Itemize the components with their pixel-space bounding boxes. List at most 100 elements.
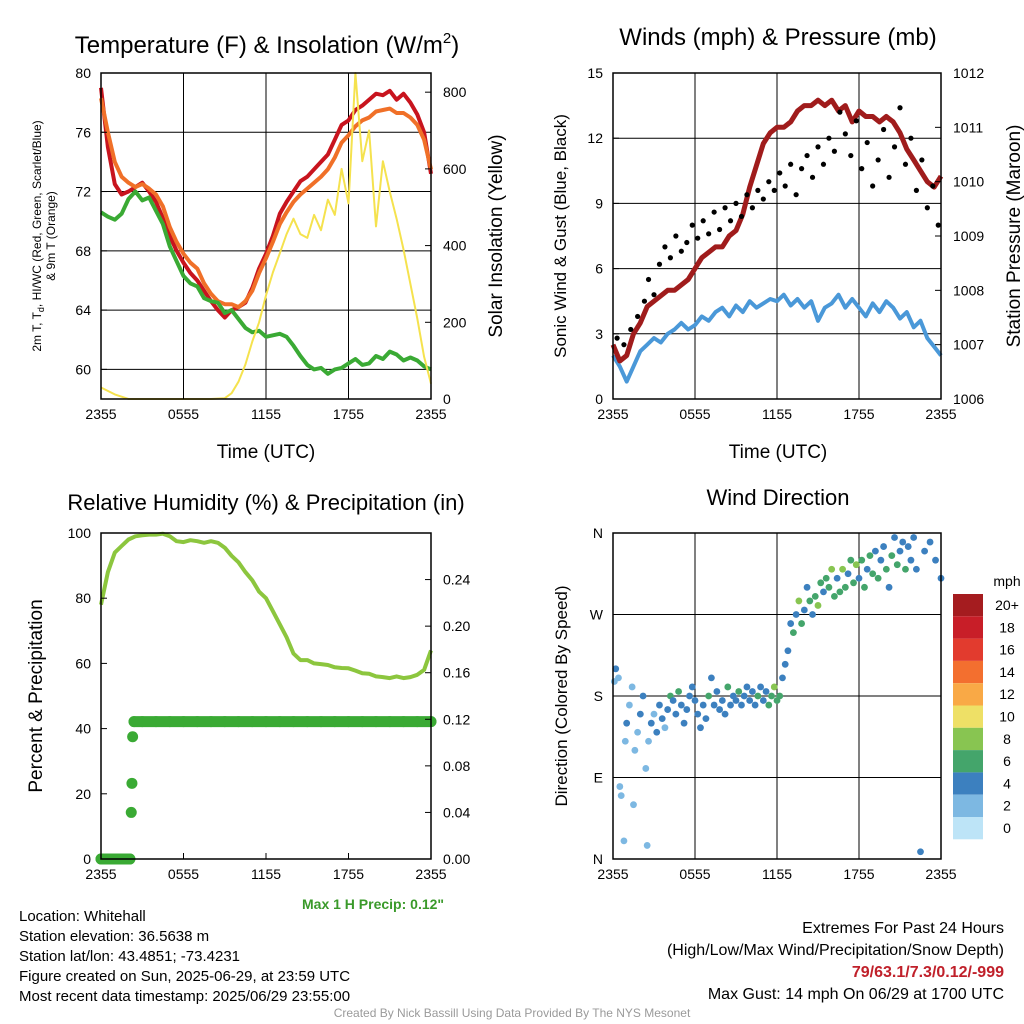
humidity-ytick-label: 0 — [83, 851, 91, 867]
wind-direction-point — [694, 710, 702, 718]
winds-point — [848, 152, 854, 159]
wind-direction-point — [743, 683, 751, 691]
humidity-xtick-label: 2355 — [415, 866, 446, 882]
wind-direction-point — [822, 574, 830, 582]
wind-direction-point — [787, 620, 795, 627]
winds-point — [771, 187, 777, 193]
winds-point — [684, 239, 690, 246]
wind-direction-point — [896, 547, 904, 555]
legend-label: 20+ — [995, 597, 1019, 613]
wind-direction-point — [869, 570, 877, 578]
winds-point — [628, 326, 634, 333]
winds-ytick-label: 3 — [595, 326, 603, 342]
legend-swatch — [953, 817, 983, 840]
wind-direction-point — [699, 701, 707, 709]
wind-direction-point — [669, 697, 677, 704]
wind-direction-point — [790, 629, 797, 637]
temperature-ylabel-line2: & 9m T (Orange) — [44, 191, 58, 281]
winds-point — [809, 174, 816, 180]
wind-direction-point — [907, 556, 915, 564]
winds-point — [689, 222, 695, 228]
temperature-series-line-1 — [99, 97, 433, 310]
wind-direction-point — [661, 724, 669, 732]
wind-direction-point — [847, 556, 855, 564]
wind-direction-point — [732, 697, 740, 704]
winds-point — [678, 248, 684, 254]
wind-direction-title: Wind Direction — [706, 485, 849, 510]
wind-direction-point — [762, 688, 770, 695]
wind-direction-point — [904, 543, 912, 550]
winds-xtick-label: 1755 — [843, 406, 874, 422]
legend-label: 10 — [999, 709, 1015, 725]
winds-point — [700, 218, 706, 224]
wind-direction-xtick-label: 1155 — [762, 866, 792, 882]
wind-direction-point — [626, 701, 633, 709]
humidity-ytick-label: 20 — [75, 786, 91, 802]
wind-direction-point — [749, 688, 756, 695]
wind-direction-point — [716, 706, 723, 713]
wind-direction-point — [702, 715, 710, 723]
wind-direction-point — [833, 574, 841, 582]
humidity-point — [126, 777, 138, 789]
winds-point — [793, 192, 799, 198]
legend-swatch — [953, 705, 983, 728]
wind-direction-point — [691, 697, 699, 704]
winds-point — [711, 209, 717, 215]
winds-y2tick-label: 1009 — [953, 228, 984, 244]
humidity-y2tick-label: 0.00 — [443, 851, 470, 867]
winds-point — [755, 187, 761, 193]
wind-direction-point — [792, 611, 800, 618]
wind-direction-point — [650, 710, 658, 718]
winds-point — [826, 135, 832, 141]
wind-direction-point — [639, 692, 647, 700]
winds-point — [891, 144, 898, 150]
winds-point — [749, 205, 756, 211]
latlon-text: Station lat/lon: 43.4851; -73.4231 — [19, 948, 241, 965]
wind-direction-point — [713, 688, 721, 695]
temperature-y2tick-label: 800 — [443, 84, 467, 100]
temperature-ytick-label: 68 — [75, 243, 91, 259]
wind-direction-point — [779, 674, 786, 682]
wind-direction-point — [620, 837, 628, 845]
winds-point — [727, 218, 734, 224]
wind-direction-point — [891, 534, 898, 541]
humidity-y2tick-label: 0.24 — [443, 572, 470, 588]
temperature-xtick-label: 1155 — [251, 406, 281, 422]
wind-direction-point — [798, 620, 805, 627]
wind-direction-point — [803, 583, 811, 591]
wind-direction-point — [899, 538, 907, 546]
temperature-series-line-2 — [99, 189, 432, 376]
temperature-xtick-label: 2355 — [85, 406, 116, 422]
winds-point — [881, 126, 887, 133]
wind-direction-point — [850, 579, 857, 587]
legend-swatch — [953, 794, 983, 817]
winds-point — [782, 183, 788, 189]
wind-direction-point — [817, 579, 825, 587]
winds-point — [837, 109, 843, 115]
legend-label: 6 — [1003, 753, 1011, 769]
humidity-panel: Relative Humidity (%) & Precipitation (i… — [26, 490, 470, 882]
wind-direction-point — [631, 746, 639, 754]
wind-direction-point — [718, 697, 726, 704]
wind-direction-xtick-label: 2355 — [925, 866, 956, 882]
temperature-xtick-label: 2355 — [415, 406, 446, 422]
temperature-series-line-3 — [100, 72, 432, 400]
winds-point — [859, 166, 865, 172]
wind-direction-point — [932, 556, 939, 564]
winds-xtick-label: 2355 — [597, 406, 628, 422]
humidity-ytick-label: 60 — [75, 655, 91, 671]
winds-title: Winds (mph) & Pressure (mb) — [619, 24, 936, 51]
winds-point — [645, 276, 652, 283]
humidity-series-line-0 — [99, 531, 433, 681]
max-precip-label: Max 1 H Precip: 0.12" — [302, 896, 445, 912]
winds-point — [673, 233, 679, 239]
wind-direction-point — [759, 697, 767, 704]
wind-direction-point — [754, 692, 762, 700]
winds-ytick-label: 9 — [595, 195, 603, 211]
winds-point — [864, 139, 870, 146]
wind-direction-ylabel: Direction (Colored By Speed) — [552, 585, 571, 806]
wind-direction-point — [776, 692, 784, 700]
wind-direction-point — [740, 692, 748, 700]
wind-direction-point — [751, 701, 759, 709]
